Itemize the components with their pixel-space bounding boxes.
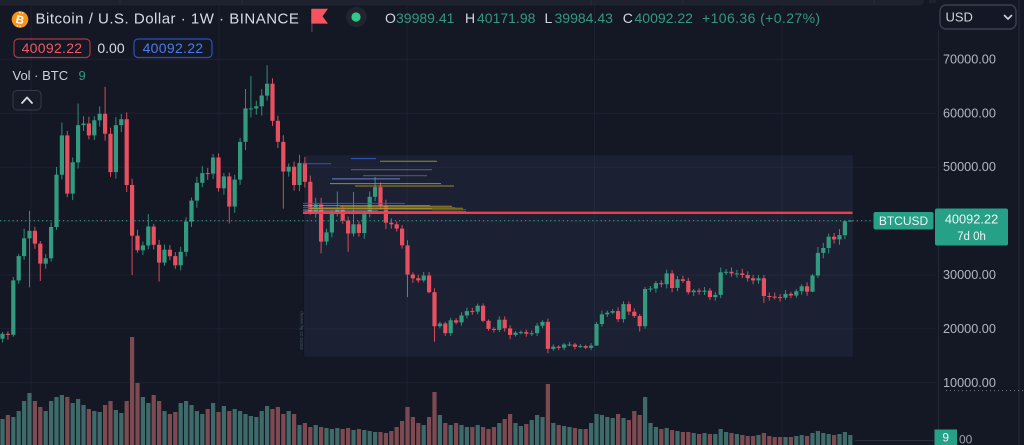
- svg-text:40092.22: 40092.22: [945, 212, 998, 227]
- svg-text:7d 0h: 7d 0h: [957, 231, 986, 243]
- svg-text:C: C: [623, 10, 633, 26]
- svg-text:30000.00: 30000.00: [943, 268, 996, 282]
- svg-text:40092.22: 40092.22: [635, 10, 694, 26]
- svg-text:39984.43: 39984.43: [555, 10, 614, 26]
- svg-text:Bitcoin / U.S. Dollar · 1W · B: Bitcoin / U.S. Dollar · 1W · BINANCE: [36, 11, 300, 28]
- svg-text:70000.00: 70000.00: [943, 52, 996, 66]
- svg-text:+106.36 (+0.27%): +106.36 (+0.27%): [702, 10, 820, 26]
- svg-text:USD: USD: [946, 10, 973, 25]
- svg-text:60000.00: 60000.00: [943, 106, 996, 120]
- svg-text:00: 00: [959, 433, 973, 445]
- svg-text:20000.00: 20000.00: [943, 322, 996, 336]
- svg-text:40171.98: 40171.98: [477, 10, 536, 26]
- svg-text:10000.00: 10000.00: [943, 376, 996, 390]
- svg-text:L: L: [545, 10, 553, 26]
- svg-text:40092.22: 40092.22: [22, 40, 83, 56]
- svg-text:Vol · BTC: Vol · BTC: [13, 68, 69, 83]
- svg-text:B: B: [15, 14, 25, 27]
- svg-text:9: 9: [942, 431, 949, 445]
- svg-text:H: H: [465, 10, 475, 26]
- svg-text:9: 9: [79, 68, 86, 83]
- svg-text:BTCUSD: BTCUSD: [879, 214, 929, 228]
- svg-text:40092.22: 40092.22: [143, 40, 204, 56]
- svg-text:50000.00: 50000.00: [943, 160, 996, 174]
- svg-text:39989.41: 39989.41: [396, 10, 455, 26]
- svg-text:40092.22 liq sweep: 40092.22 liq sweep: [299, 311, 304, 350]
- svg-text:O: O: [385, 10, 396, 26]
- svg-text:0.00: 0.00: [97, 40, 124, 56]
